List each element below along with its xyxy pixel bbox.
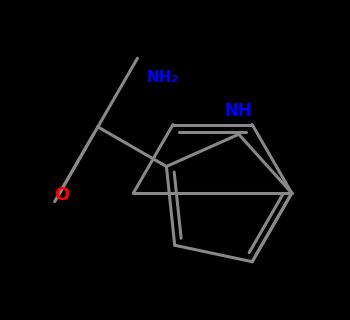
Text: NH: NH [225,102,253,120]
Text: O: O [55,187,70,204]
Text: NH₂: NH₂ [147,70,179,85]
